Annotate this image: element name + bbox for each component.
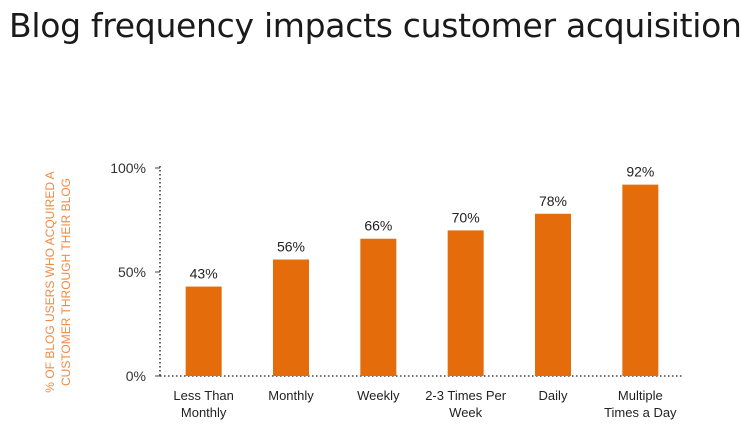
bar	[535, 213, 571, 376]
bar	[622, 184, 659, 376]
y-tick-label: 50%	[118, 264, 146, 280]
data-label: 92%	[626, 164, 654, 180]
bar	[185, 286, 222, 376]
bar	[447, 230, 484, 376]
category-label: Multiple	[618, 388, 663, 403]
y-tick-label: 100%	[110, 160, 146, 176]
category-label: Weekly	[357, 388, 400, 403]
y-axis-title: % OF BLOG USERS WHO ACQUIRED A CUSTOMER T…	[43, 171, 73, 392]
category-label: 2-3 Times Per	[425, 388, 507, 403]
data-label: 56%	[277, 239, 305, 255]
axes	[159, 166, 684, 377]
bar	[273, 259, 309, 376]
page-title: Blog frequency impacts customer acquisit…	[9, 6, 740, 45]
data-label: 66%	[364, 218, 392, 234]
category-label: Less Than	[173, 388, 233, 403]
bar	[360, 238, 397, 376]
category-label: Times a Day	[604, 405, 677, 420]
y-axis-label: % OF BLOG USERS WHO ACQUIRED A	[43, 171, 57, 392]
bars	[185, 184, 659, 376]
category-label: Week	[449, 405, 482, 420]
data-label: 43%	[190, 266, 218, 282]
y-ticks: 0% 50% 100%	[110, 160, 160, 384]
category-label: Monthly	[181, 405, 227, 420]
category-label: Daily	[539, 388, 568, 403]
y-tick-label: 0%	[126, 368, 146, 384]
category-labels: Less Than Monthly Monthly Weekly 2-3 Times P…	[173, 388, 677, 420]
y-axis-label: CUSTOMER THROUGH THEIR BLOG	[59, 178, 73, 386]
data-label: 70%	[452, 209, 480, 225]
data-label: 78%	[539, 193, 567, 209]
category-label: Monthly	[268, 388, 314, 403]
data-labels: 43% 56% 66% 70% 78% 92%	[190, 164, 655, 282]
